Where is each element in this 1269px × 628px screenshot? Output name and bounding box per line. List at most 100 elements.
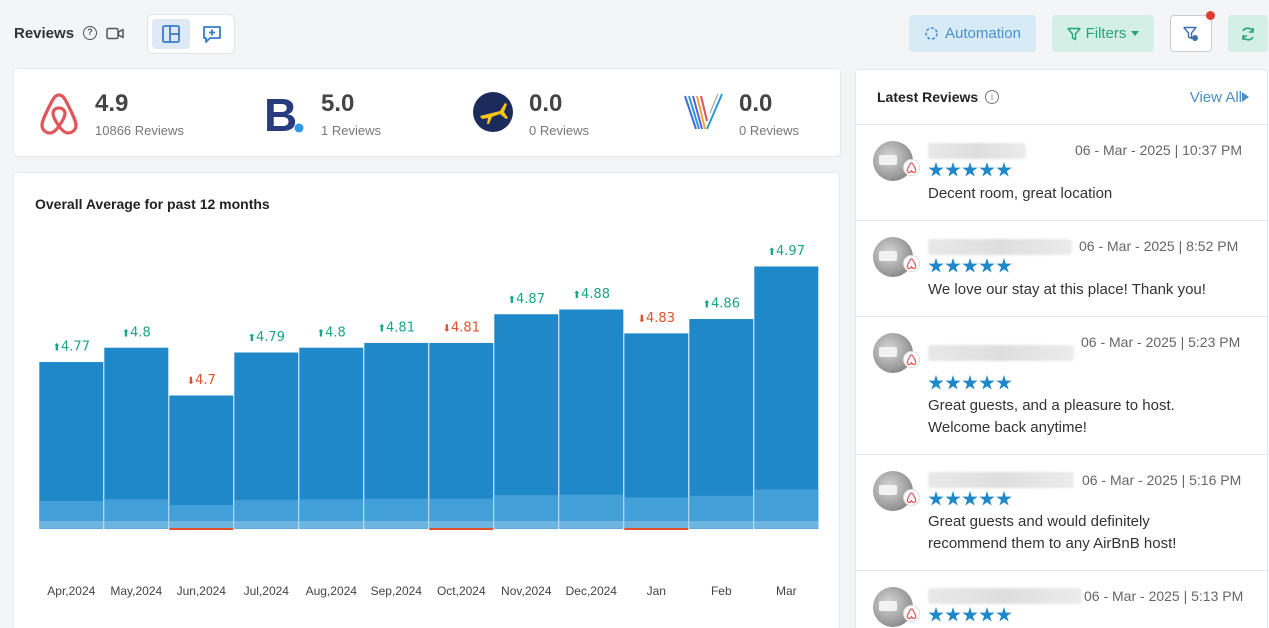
layout-icon xyxy=(162,25,180,43)
chart-bar-segment xyxy=(104,499,169,521)
view-all-link[interactable]: View All xyxy=(1190,89,1249,106)
overall-average-bar-chart: ⬆4.77 Apr,2024 ⬆4.8 May,2024 ⬇4.7 Jun,2024 ⬆4.… xyxy=(38,244,819,598)
overall-average-chart-card: Overall Average for past 12 months ⬆4.77… xyxy=(13,172,840,628)
chart-x-tick-label: Mar xyxy=(776,584,797,598)
review-date: 06 - Mar - 2025 | 5:13 PM xyxy=(1084,588,1244,604)
chart-x-tick-label: Oct,2024 xyxy=(437,584,486,598)
airbnb-badge-icon xyxy=(903,351,920,368)
chart-bar[interactable] xyxy=(623,332,689,530)
review-text: Great guests, and a pleasure to host. We… xyxy=(928,397,1175,436)
chart-bar-segment xyxy=(689,521,754,528)
chart-x-tick-label: Aug,2024 xyxy=(306,584,358,598)
chart-bar[interactable] xyxy=(298,347,364,530)
filters-button[interactable]: Filters xyxy=(1052,15,1154,52)
chart-bar-segment xyxy=(299,499,364,521)
dashboard-view-button[interactable] xyxy=(152,19,190,49)
filter-settings-icon xyxy=(1183,26,1198,41)
latest-reviews-title: Latest Reviews xyxy=(877,89,979,105)
refresh-button[interactable] xyxy=(1228,15,1268,52)
question-circle-icon[interactable]: ? xyxy=(83,26,97,40)
review-item[interactable]: 06 - Mar - 2025 | 5:13 PM xyxy=(856,571,1267,628)
reviewer-name-redacted xyxy=(928,345,1074,361)
platform-booking[interactable]: B 5.0 1 Reviews xyxy=(264,69,464,158)
chart-bar[interactable] xyxy=(428,342,494,530)
star-rating xyxy=(928,258,1012,274)
filters-label: Filters xyxy=(1085,25,1127,42)
reviewer-name-redacted xyxy=(928,239,1072,255)
reviews-view-button[interactable] xyxy=(193,19,231,49)
chart-data-label: ⬆4.8 xyxy=(122,325,151,340)
review-date: 06 - Mar - 2025 | 5:23 PM xyxy=(1081,334,1241,350)
chart-bar[interactable] xyxy=(493,313,559,530)
review-text: Decent room, great location xyxy=(928,185,1113,202)
chart-data-label: ⬆4.81 xyxy=(378,321,415,336)
chart-bar-segment xyxy=(364,498,429,521)
chart-bar-segment xyxy=(169,504,234,521)
airbnb-score: 4.9 xyxy=(95,90,129,117)
review-item[interactable]: 06 - Mar - 2025 | 10:37 PM Decent room, … xyxy=(856,125,1267,221)
chart-bar[interactable] xyxy=(103,347,169,530)
review-date: 06 - Mar - 2025 | 5:16 PM xyxy=(1082,472,1242,488)
airbnb-logo-icon xyxy=(40,93,78,135)
airbnb-badge-icon xyxy=(903,255,920,272)
expedia-logo-icon xyxy=(473,92,513,132)
chart-bar-segment xyxy=(689,495,754,521)
message-plus-icon xyxy=(203,26,221,43)
view-all-label: View All xyxy=(1189,89,1242,106)
review-item[interactable]: 06 - Mar - 2025 | 8:52 PM We love our st… xyxy=(856,221,1267,317)
reviewer-name-redacted xyxy=(928,588,1082,604)
star-rating xyxy=(928,375,1012,391)
chart-bar-segment xyxy=(624,497,689,521)
chart-bar-segment xyxy=(559,521,624,528)
star-rating xyxy=(928,491,1012,507)
review-text: We love our stay at this place! Thank yo… xyxy=(928,281,1206,298)
expedia-score: 0.0 xyxy=(529,90,563,117)
automation-button[interactable]: Automation xyxy=(909,15,1036,52)
chart-bar[interactable] xyxy=(753,265,819,530)
star-rating xyxy=(928,162,1012,178)
platform-airbnb[interactable]: 4.9 10866 Reviews xyxy=(38,69,238,158)
video-camera-icon[interactable] xyxy=(106,27,124,40)
platform-expedia[interactable]: 0.0 0 Reviews xyxy=(472,69,672,158)
chart-data-label: ⬆4.8 xyxy=(317,325,346,340)
chart-bar-segment xyxy=(234,499,299,521)
airbnb-review-count: 10866 Reviews xyxy=(95,123,184,138)
chart-bar[interactable] xyxy=(558,308,624,530)
chart-title: Overall Average for past 12 months xyxy=(35,196,270,212)
chart-data-label: ⬇4.83 xyxy=(638,311,675,326)
chart-data-label: ⬆4.97 xyxy=(768,244,805,259)
chart-bar[interactable] xyxy=(233,351,299,530)
chart-bar-segment xyxy=(754,521,819,528)
filter-icon xyxy=(1066,27,1081,40)
chart-data-label: ⬇4.7 xyxy=(187,373,216,388)
chart-x-tick-label: Jan xyxy=(647,584,666,598)
refresh-icon xyxy=(1242,26,1254,41)
vrbo-review-count: 0 Reviews xyxy=(739,123,799,138)
booking-review-count: 1 Reviews xyxy=(321,123,381,138)
review-text: Great guests and would definitely recomm… xyxy=(928,513,1177,552)
chart-bar[interactable] xyxy=(363,342,429,530)
chart-bar-segment xyxy=(429,498,494,521)
chart-data-label: ⬆4.87 xyxy=(508,292,545,307)
chart-bar-segment xyxy=(559,494,624,521)
airbnb-badge-icon xyxy=(903,159,920,176)
booking-logo-icon: B xyxy=(264,91,304,135)
latest-reviews-header: Latest Reviews i View All xyxy=(856,70,1267,125)
clear-filter-button[interactable] xyxy=(1170,15,1212,52)
platform-vrbo[interactable]: 0.0 0 Reviews xyxy=(682,69,842,158)
latest-reviews-panel: Latest Reviews i View All 06 - Mar - 202… xyxy=(855,69,1268,628)
review-item[interactable]: 06 - Mar - 2025 | 5:23 PM Great guests, … xyxy=(856,317,1267,455)
chart-bar-segment xyxy=(429,528,494,530)
chart-bar-segment xyxy=(429,521,494,528)
chart-data-label: ⬇4.81 xyxy=(443,321,480,336)
chart-x-tick-label: Sep,2024 xyxy=(371,584,423,598)
automation-icon xyxy=(925,27,938,40)
chart-x-tick-label: Dec,2024 xyxy=(566,584,618,598)
review-item[interactable]: 06 - Mar - 2025 | 5:16 PM Great guests a… xyxy=(856,455,1267,571)
info-icon[interactable]: i xyxy=(985,90,999,104)
chart-bar-segment xyxy=(299,521,364,528)
airbnb-badge-icon xyxy=(903,489,920,506)
top-bar: Reviews ? Automation F xyxy=(0,0,1269,66)
chart-bar[interactable] xyxy=(688,318,754,530)
airbnb-badge-icon xyxy=(903,605,920,622)
